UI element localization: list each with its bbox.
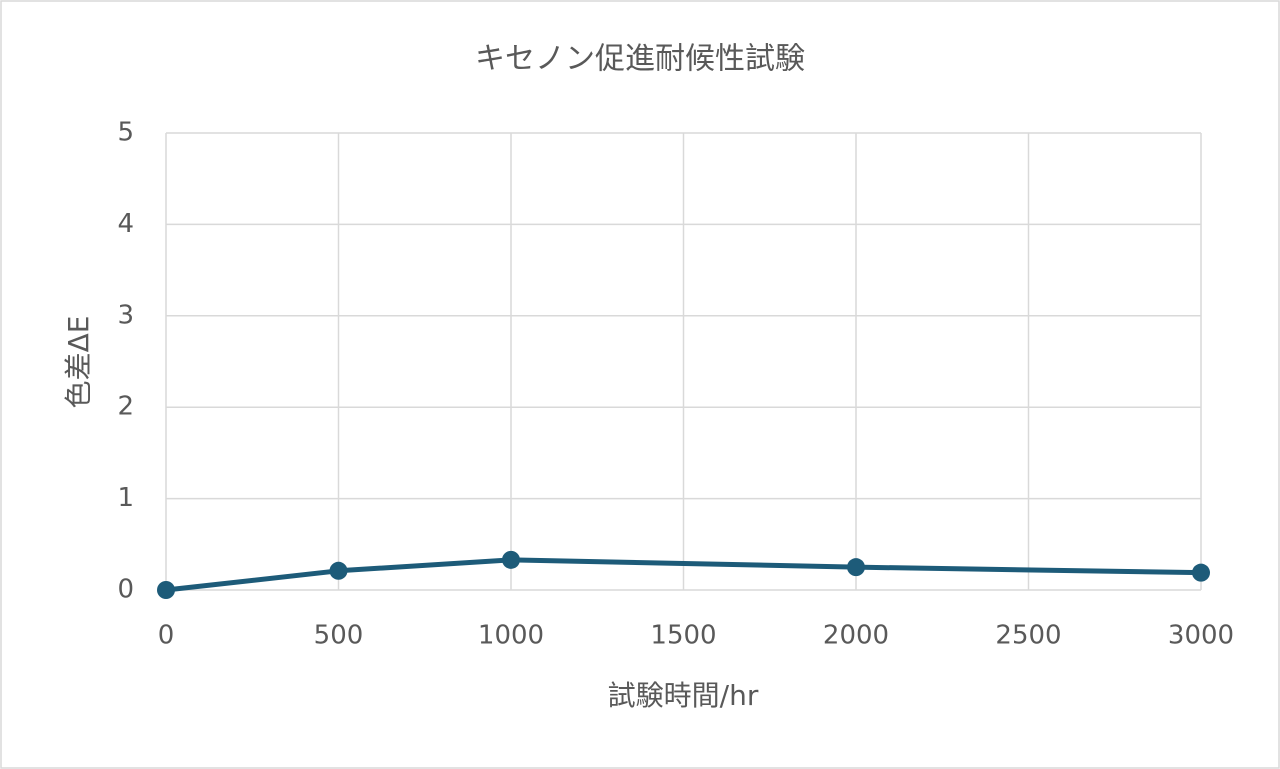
point bbox=[847, 558, 865, 577]
x-tick-label: 0 bbox=[158, 621, 175, 651]
y-axis-label: 色差ΔE bbox=[62, 316, 95, 409]
y-tick-label: 5 bbox=[117, 118, 134, 148]
chart-title: キセノン促進耐候性試験 bbox=[475, 42, 805, 77]
point bbox=[329, 561, 348, 580]
y-tick-label: 4 bbox=[117, 209, 134, 239]
y-tick-label: 0 bbox=[117, 575, 134, 605]
x-tick-label: 1000 bbox=[478, 621, 544, 651]
y-tick-label: 2 bbox=[117, 392, 134, 422]
x-tick-label: 2500 bbox=[995, 621, 1061, 651]
x-tick-label: 3000 bbox=[1168, 621, 1234, 651]
x-tick-label: 500 bbox=[314, 621, 364, 651]
x-tick-label: 2000 bbox=[823, 621, 889, 651]
point bbox=[157, 581, 175, 599]
y-tick-label: 1 bbox=[117, 483, 134, 513]
x-axis-label: 試験時間/hr bbox=[608, 679, 759, 712]
x-tick-label: 1500 bbox=[650, 621, 716, 651]
point bbox=[1192, 563, 1210, 582]
point bbox=[502, 550, 520, 569]
y-tick-label: 3 bbox=[117, 300, 134, 330]
